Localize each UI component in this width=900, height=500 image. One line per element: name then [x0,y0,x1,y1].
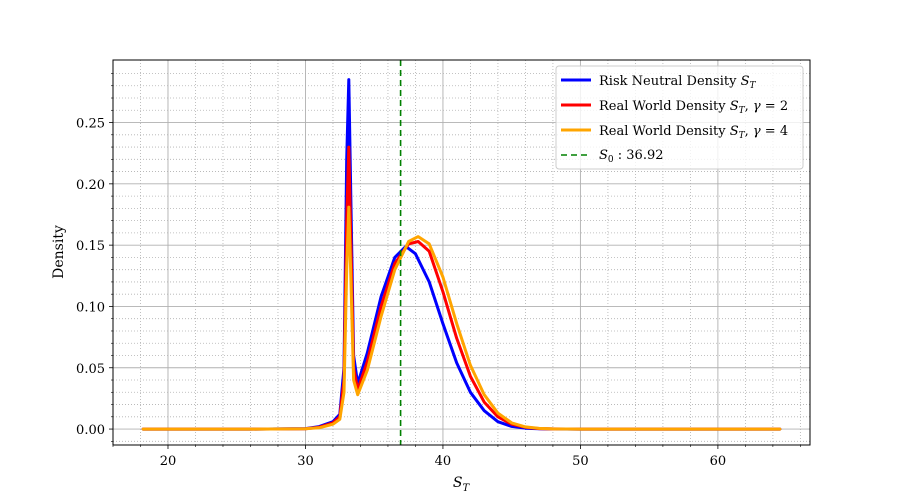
legend-box [555,65,804,170]
y-tick-label: 0.10 [76,300,105,315]
legend-entry-risk-neutral: Risk Neutral Density ST [599,74,756,91]
x-tick-label: 60 [710,454,727,469]
plot-frame [112,59,811,446]
y-tick-label: 0.05 [76,362,105,377]
y-tick-label: 0.25 [76,117,105,132]
series-gamma-4-line [141,205,782,431]
x-tick-label: 20 [160,454,177,469]
x-tick-label: 40 [435,454,452,469]
y-axis-label: Density [51,225,67,279]
tick-labels: 20 30 40 50 60 0.00 0.05 0.10 0.15 0.20 0.25 [76,117,726,469]
x-axis-label: ST [453,475,471,494]
y-tick-label: 0.20 [76,178,105,193]
legend-entry-s0: S0 : 36.92 [599,148,664,165]
legend-entry-gamma-2: Real World Density ST, γ = 2 [599,99,788,116]
minor-grid [112,60,810,445]
y-tick-label: 0.00 [76,423,105,438]
x-tick-label: 50 [572,454,589,469]
x-tick-label: 30 [297,454,314,469]
series-layer [141,60,782,445]
legend: Risk Neutral Density ST Real World Densi… [555,65,804,170]
legend-entry-gamma-4: Real World Density ST, γ = 4 [599,124,788,141]
series-gamma-2-line [141,145,782,431]
x-axis-label-sub: T [462,483,470,494]
axis-ticks [109,73,801,449]
x-axis-label-main: S [453,475,463,491]
y-tick-label: 0.15 [76,239,105,254]
